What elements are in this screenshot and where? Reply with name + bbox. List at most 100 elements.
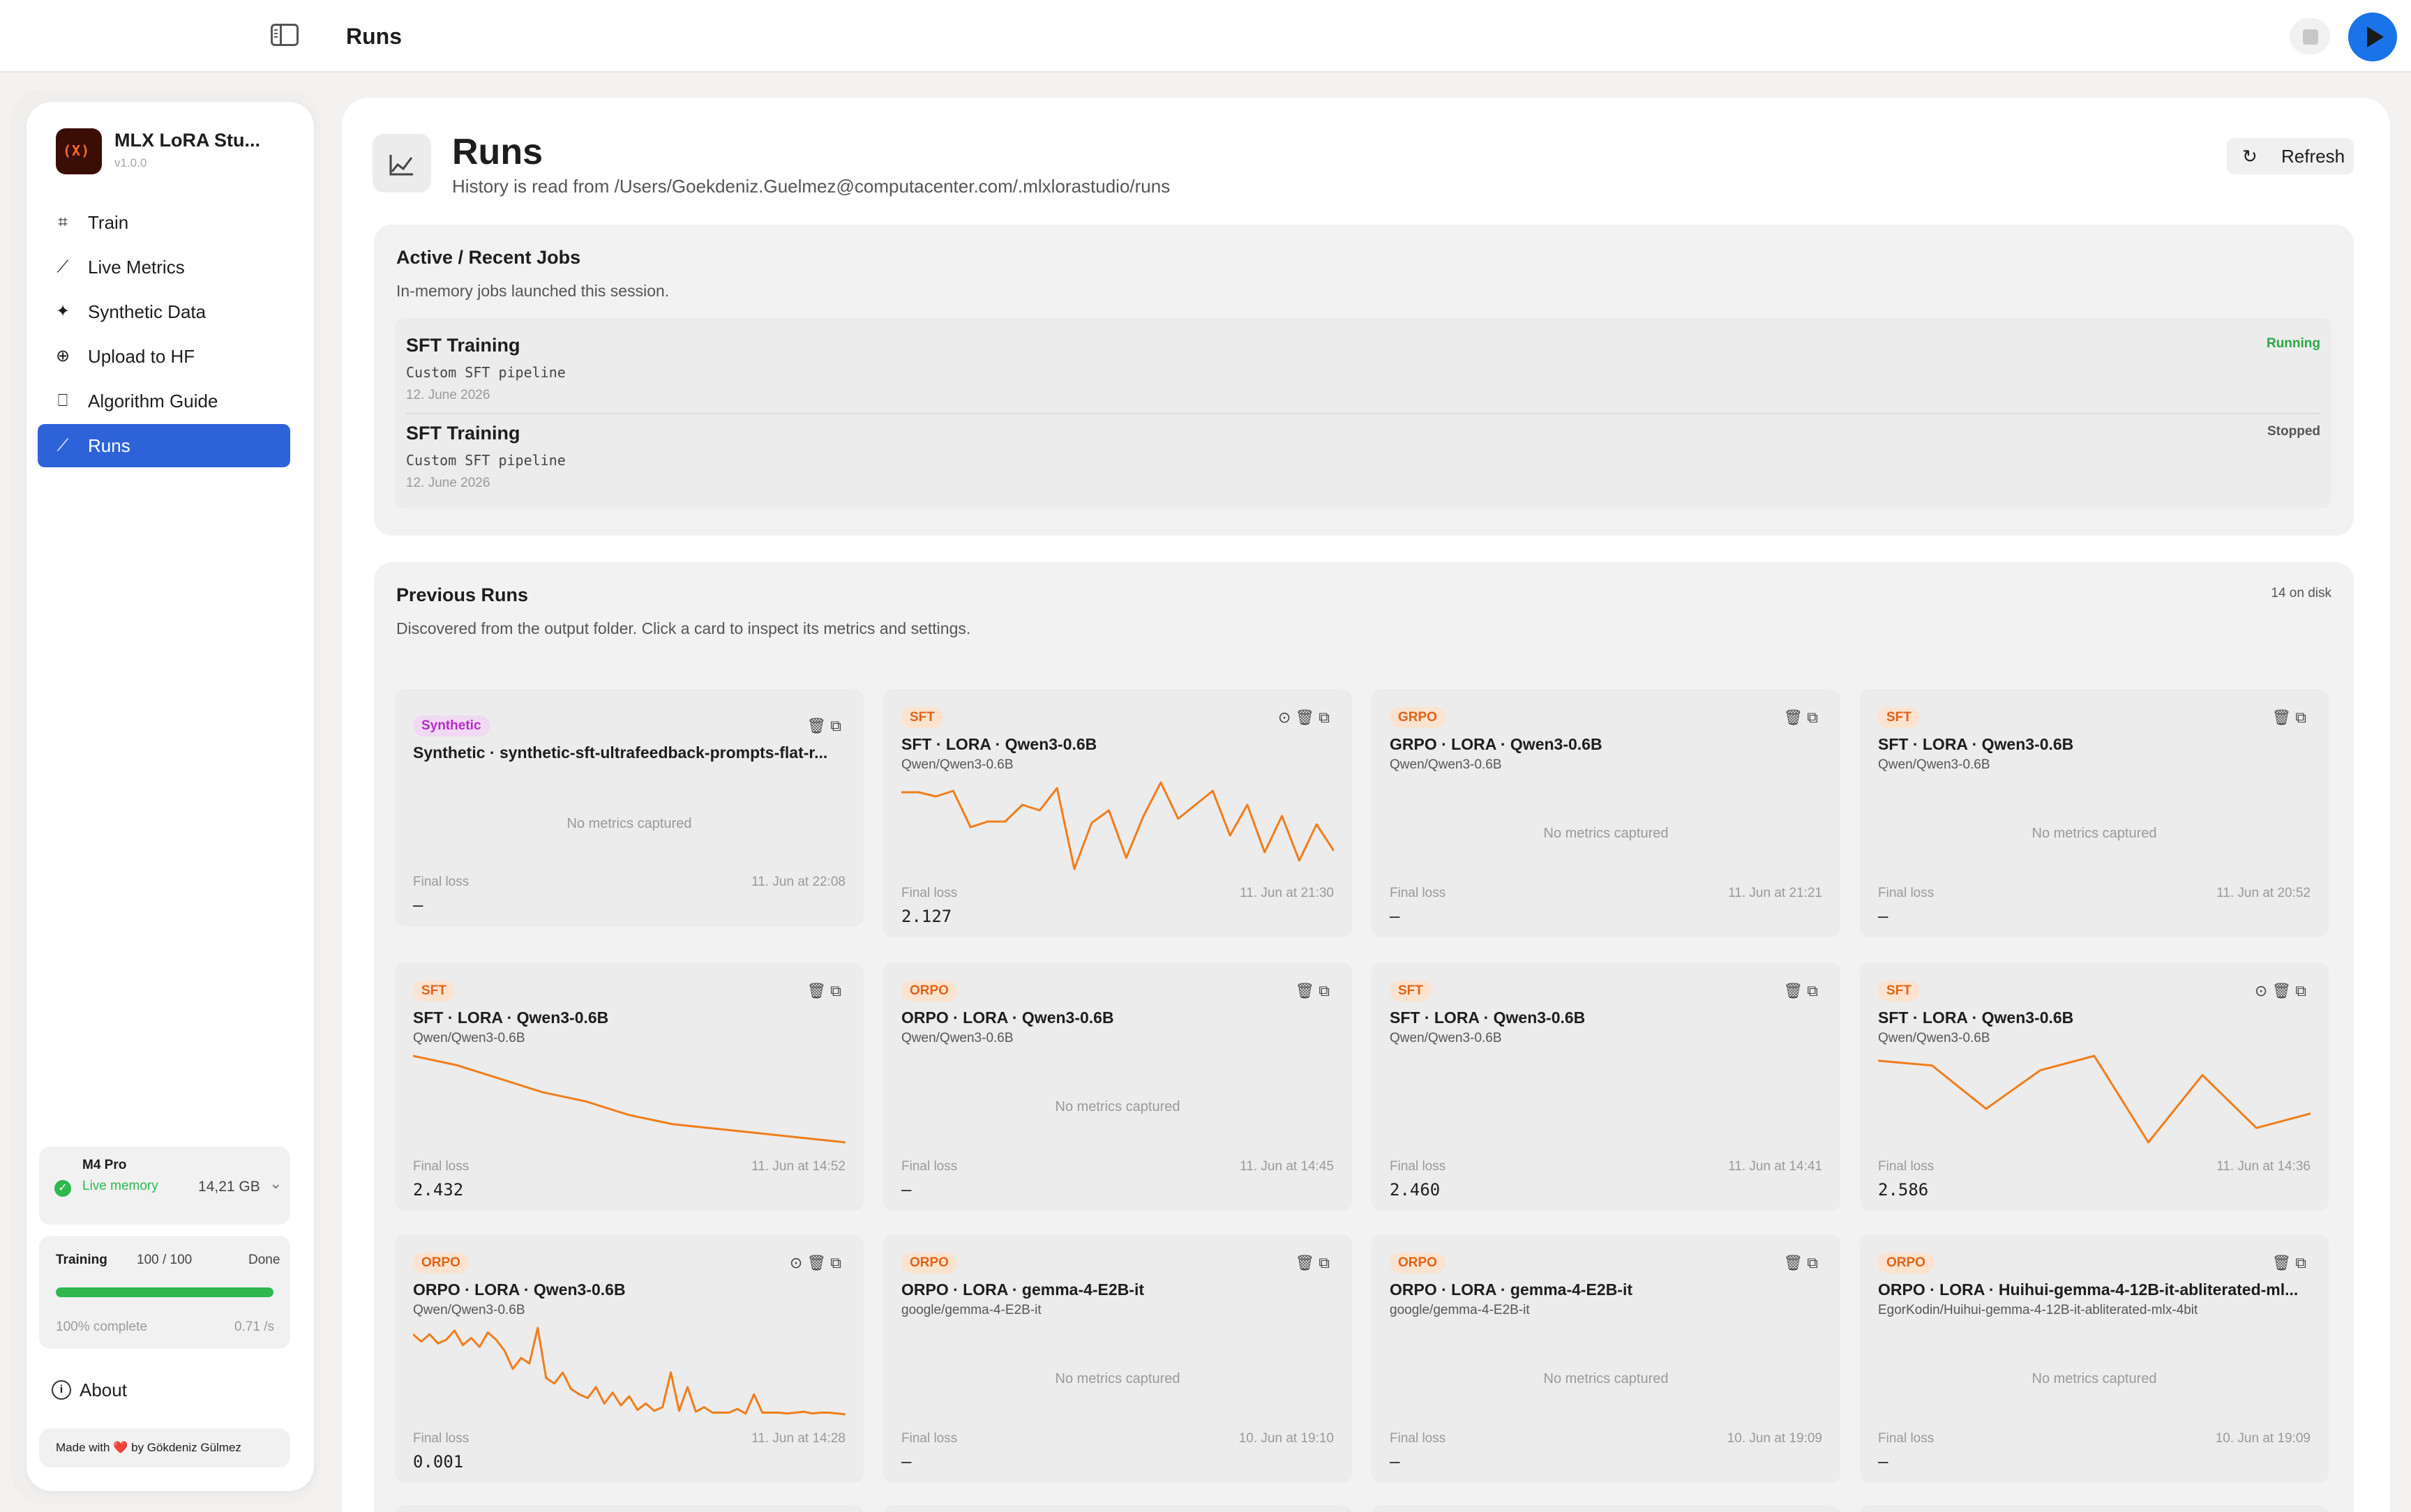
- run-type-badge: GRPO: [1390, 707, 1445, 728]
- run-timestamp: 10. Jun at 19:09: [1727, 1431, 1822, 1446]
- open-icon[interactable]: ⧉: [830, 717, 846, 734]
- trash-icon[interactable]: 🗑︎: [2271, 982, 2296, 999]
- run-card[interactable]: Synthetic 🗑︎⧉ Synthetic · synthetic-sft-ul…: [395, 689, 864, 926]
- final-loss-value: –: [901, 1180, 912, 1200]
- run-model: google/gemma-4-E2B-it: [901, 1303, 1042, 1317]
- trash-icon[interactable]: 🗑︎: [806, 982, 831, 999]
- sidebar-item-synthetic-data[interactable]: ✦ Synthetic Data: [38, 290, 290, 333]
- open-icon[interactable]: ⧉: [1807, 1254, 1822, 1271]
- info-icon: i: [52, 1380, 71, 1400]
- run-card[interactable]: [883, 1505, 1352, 1512]
- run-timestamp: 10. Jun at 19:09: [2215, 1431, 2311, 1446]
- runs-count: 14 on disk: [2271, 586, 2331, 600]
- sidebar-item-label: Runs: [88, 435, 130, 456]
- sidebar-item-train[interactable]: ⌗ Train: [38, 201, 290, 244]
- trash-icon[interactable]: 🗑︎: [2271, 709, 2296, 726]
- trash-icon[interactable]: 🗑︎: [1295, 1254, 1319, 1271]
- run-card[interactable]: SFT 🗑︎⧉ SFT · LORA · Qwen3-0.6B Qwen/Qwen3-…: [1372, 962, 1840, 1211]
- run-card[interactable]: [1372, 1505, 1840, 1512]
- run-card[interactable]: ORPO 🗑︎⧉ ORPO · LORA · Huihui-gemma-4-12B-…: [1860, 1234, 2329, 1483]
- sidebar-item-algorithm-guide[interactable]: ⎕ Algorithm Guide: [38, 379, 290, 423]
- open-icon[interactable]: ⧉: [2295, 709, 2311, 726]
- card-actions: ⊙🗑︎⧉: [1278, 709, 1334, 727]
- run-card[interactable]: GRPO 🗑︎⧉ GRPO · LORA · Qwen3-0.6B Qwen/Qwen…: [1372, 689, 1840, 937]
- chevron-down-icon[interactable]: ⌄: [269, 1174, 283, 1192]
- sidebar-item-label: Upload to HF: [88, 346, 195, 367]
- trash-icon[interactable]: 🗑︎: [1295, 709, 1319, 726]
- run-card[interactable]: ORPO ⊙🗑︎⧉ ORPO · LORA · Qwen3-0.6B Qwen/Qwe…: [395, 1234, 864, 1483]
- sidebar-item-runs[interactable]: ⟋ Runs: [38, 424, 290, 467]
- open-icon[interactable]: ⧉: [2295, 982, 2311, 999]
- run-type-badge: ORPO: [901, 1253, 957, 1273]
- training-percent: 100% complete: [56, 1320, 147, 1334]
- open-icon[interactable]: ⧉: [2295, 1254, 2311, 1271]
- job-row[interactable]: SFT Training Custom SFT pipeline 12. Jun…: [406, 413, 2320, 501]
- play-button[interactable]: [2348, 13, 2397, 61]
- trash-icon[interactable]: 🗑︎: [1783, 1254, 1808, 1271]
- loss-line: [901, 781, 1334, 870]
- top-bar: Runs: [0, 0, 2411, 73]
- training-rate: 0.71 /s: [234, 1320, 275, 1334]
- sparkles-icon: ✦: [55, 302, 70, 321]
- run-model: Qwen/Qwen3-0.6B: [413, 1303, 525, 1317]
- run-model: Qwen/Qwen3-0.6B: [1390, 1031, 1502, 1045]
- run-title: ORPO · LORA · gemma-4-E2B-it: [1390, 1280, 1633, 1299]
- open-icon[interactable]: ⧉: [830, 1254, 846, 1271]
- no-metrics-label: No metrics captured: [2031, 826, 2157, 841]
- open-icon[interactable]: ⧉: [1807, 982, 1822, 999]
- card-actions: ⊙🗑︎⧉: [790, 1254, 846, 1272]
- run-card[interactable]: [1860, 1505, 2329, 1512]
- run-card[interactable]: SFT ⊙🗑︎⧉ SFT · LORA · Qwen3-0.6B Qwen/Qwen3…: [1860, 962, 2329, 1211]
- run-card[interactable]: SFT 🗑︎⧉ SFT · LORA · Qwen3-0.6B Qwen/Qwen3-…: [1860, 689, 2329, 937]
- run-card[interactable]: ORPO 🗑︎⧉ ORPO · LORA · Qwen3-0.6B Qwen/Qwen…: [883, 962, 1352, 1211]
- run-timestamp: 11. Jun at 14:36: [2216, 1159, 2311, 1174]
- run-title: ORPO · LORA · gemma-4-E2B-it: [901, 1280, 1145, 1299]
- job-date: 12. June 2026: [406, 476, 490, 490]
- loss-sparkline: [901, 781, 1334, 870]
- trash-icon[interactable]: 🗑︎: [1295, 982, 1319, 999]
- open-icon[interactable]: ⧉: [1319, 1254, 1334, 1271]
- trash-icon[interactable]: 🗑︎: [2271, 1254, 2296, 1271]
- refresh-label: Refresh: [2281, 146, 2345, 167]
- job-desc: Custom SFT pipeline: [406, 452, 566, 469]
- resume-icon[interactable]: ⊙: [2254, 982, 2272, 999]
- sidebar-item-upload-to-hf[interactable]: ⊕ Upload to HF: [38, 335, 290, 378]
- stop-button[interactable]: [2290, 18, 2330, 54]
- job-row[interactable]: SFT Training Custom SFT pipeline 12. Jun…: [406, 325, 2320, 413]
- run-card[interactable]: [395, 1505, 864, 1512]
- refresh-button[interactable]: ↻ Refresh: [2227, 138, 2354, 174]
- open-icon[interactable]: ⧉: [1807, 709, 1822, 726]
- open-icon[interactable]: ⧉: [1319, 709, 1334, 726]
- no-metrics-label: No metrics captured: [1055, 1099, 1180, 1114]
- run-card[interactable]: ORPO 🗑︎⧉ ORPO · LORA · gemma-4-E2B-it googl…: [883, 1234, 1352, 1483]
- final-loss-value: –: [1390, 1452, 1400, 1472]
- run-card[interactable]: ORPO 🗑︎⧉ ORPO · LORA · gemma-4-E2B-it googl…: [1372, 1234, 1840, 1483]
- sidebar-item-live-metrics[interactable]: ⟋ Live Metrics: [38, 245, 290, 289]
- trash-icon[interactable]: 🗑︎: [806, 717, 831, 734]
- final-loss-label: Final loss: [1390, 886, 1446, 900]
- trash-icon[interactable]: 🗑︎: [1783, 982, 1808, 999]
- run-title: GRPO · LORA · Qwen3-0.6B: [1390, 735, 1602, 753]
- resume-icon[interactable]: ⊙: [789, 1254, 807, 1271]
- run-card[interactable]: SFT 🗑︎⧉ SFT · LORA · Qwen3-0.6B Qwen/Qwen3-…: [395, 962, 864, 1211]
- run-title: ORPO · LORA · Qwen3-0.6B: [901, 1008, 1114, 1027]
- open-icon[interactable]: ⧉: [830, 982, 846, 999]
- device-status: Live memory: [82, 1179, 158, 1193]
- sidebar-toggle-icon[interactable]: [271, 24, 299, 46]
- main-content: Runs History is read from /Users/Goekden…: [342, 98, 2390, 1512]
- about-button[interactable]: i About: [39, 1373, 290, 1407]
- trash-icon[interactable]: 🗑︎: [806, 1254, 831, 1271]
- resume-icon[interactable]: ⊙: [1277, 709, 1295, 726]
- final-loss-label: Final loss: [901, 1431, 958, 1446]
- device-memory-card[interactable]: M4 Pro ✓ Live memory 14,21 GB ⌄: [39, 1147, 290, 1225]
- sidebar-item-label: Live Metrics: [88, 257, 185, 278]
- run-title: SFT · LORA · Qwen3-0.6B: [413, 1008, 609, 1027]
- final-loss-label: Final loss: [413, 1431, 470, 1446]
- run-card[interactable]: SFT ⊙🗑︎⧉ SFT · LORA · Qwen3-0.6B Qwen/Qwen3…: [883, 689, 1352, 937]
- sidebar-nav: ⌗ Train ⟋ Live Metrics ✦ Synthetic Data …: [38, 201, 290, 469]
- run-timestamp: 11. Jun at 20:52: [2216, 886, 2311, 900]
- final-loss-value: 2.586: [1878, 1180, 1929, 1200]
- trash-icon[interactable]: 🗑︎: [1783, 709, 1808, 726]
- open-icon[interactable]: ⧉: [1319, 982, 1334, 999]
- final-loss-value: 2.432: [413, 1180, 464, 1200]
